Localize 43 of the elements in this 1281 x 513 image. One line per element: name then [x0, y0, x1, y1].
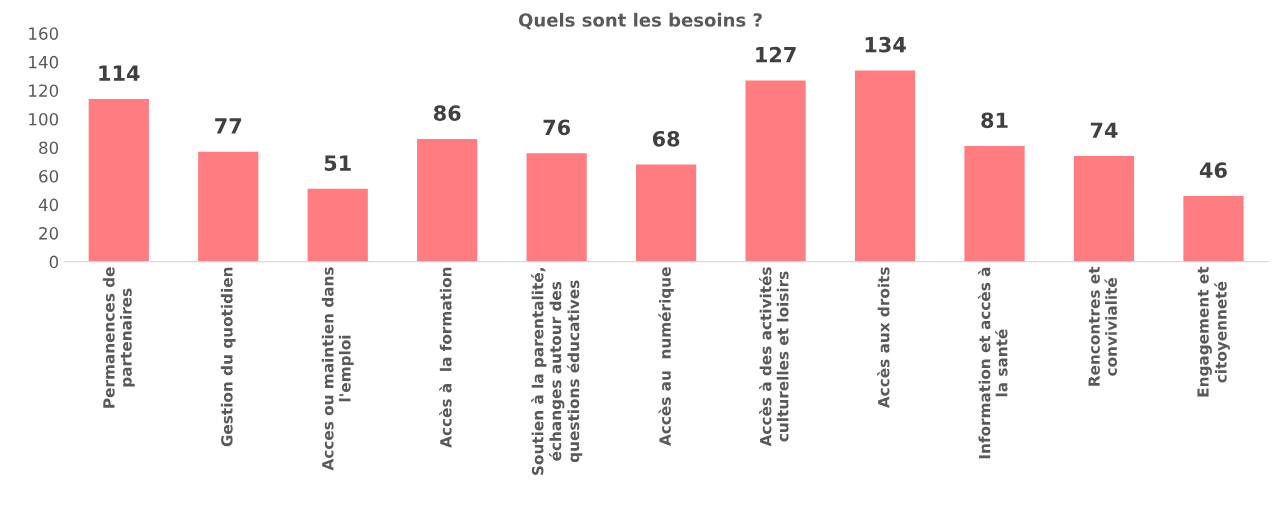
bar — [417, 138, 478, 262]
data-label: 46 — [1199, 162, 1227, 179]
y-tick-label: 140 — [29, 55, 59, 69]
bar — [964, 146, 1025, 262]
data-label: 81 — [981, 112, 1008, 129]
x-tick-label: Engagement et citoyenneté — [1197, 266, 1230, 397]
bar — [1073, 156, 1135, 262]
data-label: 74 — [1090, 122, 1118, 138]
y-tick-label: 20 — [39, 227, 59, 240]
bar — [854, 70, 916, 262]
y-tick-label: 100 — [29, 112, 59, 126]
x-tick-label: Acces ou maintien dans l'emploi — [321, 267, 354, 471]
data-label: 127 — [756, 46, 796, 63]
x-tick-label: Accès à la formation — [439, 267, 452, 448]
x-tick-label: Accès au numérique — [658, 267, 674, 446]
bar — [198, 151, 259, 262]
x-tick-label: Rencontres et convivialité — [1088, 266, 1117, 386]
y-tick-label: 80 — [39, 141, 59, 155]
y-tick-label: 60 — [39, 169, 59, 183]
bar — [636, 164, 697, 262]
x-tick-label: Soutien à la parentalité, échanges autour des questions éducatives — [531, 268, 583, 475]
y-tick-label: 0 — [49, 255, 59, 269]
data-label: 51 — [324, 155, 351, 171]
bar — [1183, 196, 1244, 262]
bar — [526, 153, 587, 262]
data-label: 114 — [99, 65, 140, 81]
data-label: 134 — [865, 36, 906, 53]
data-label: 76 — [543, 119, 571, 136]
x-tick-label: Permanences de partenaires — [102, 267, 135, 408]
x-tick-label: Information et accès à la santé — [977, 267, 1008, 459]
x-tick-label: Gestion du quotidien — [220, 267, 236, 447]
chart-title: Quels sont les besoins ? — [518, 12, 762, 30]
y-tick-label: 120 — [29, 84, 59, 97]
bar — [88, 98, 149, 262]
data-label: 86 — [433, 105, 461, 121]
data-label: 68 — [652, 130, 680, 147]
y-tick-label: 40 — [38, 198, 59, 212]
bar — [745, 80, 806, 262]
y-tick-label: 160 — [29, 27, 59, 40]
bar — [307, 188, 368, 262]
x-tick-label: Accès aux droits — [877, 267, 890, 409]
x-tick-label: Accès à des activités culturelles et loisirs — [759, 267, 789, 447]
data-label: 77 — [215, 118, 242, 134]
